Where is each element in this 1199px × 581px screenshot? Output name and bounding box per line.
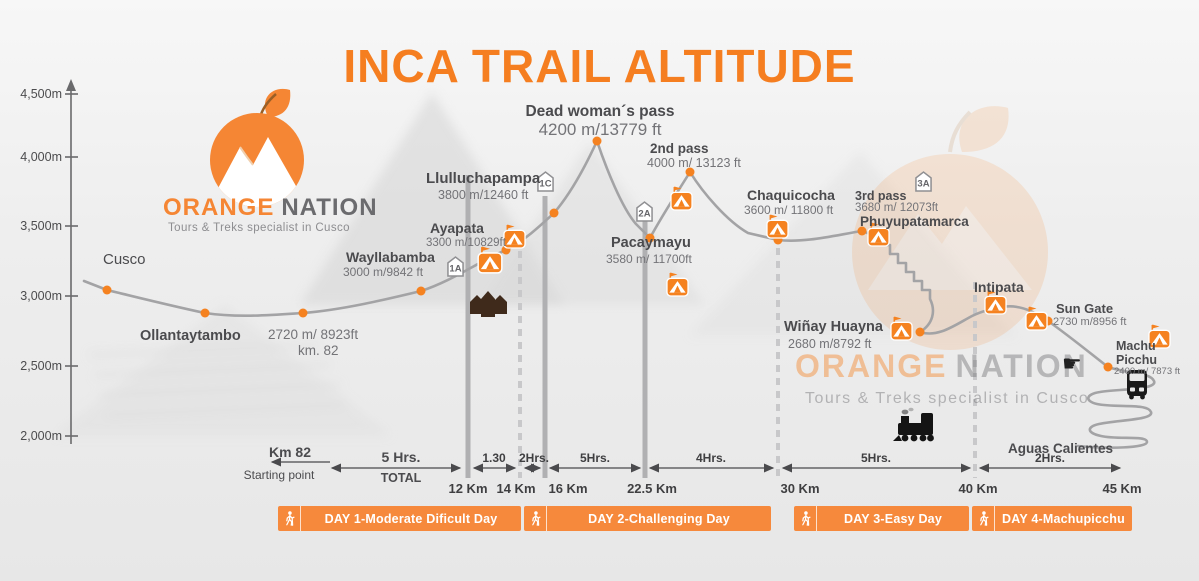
hiker-icon	[972, 506, 995, 531]
badge-1a: 1A	[449, 264, 461, 275]
duration-5hrs-b: 5Hrs.	[860, 451, 892, 465]
km-marker-12: 12 Km	[448, 481, 488, 496]
dead-womans-pass-altitude: 4200 m/13779 ft	[538, 120, 662, 139]
hiker-icon	[794, 506, 817, 531]
duration-5hrs-a: 5Hrs.	[579, 451, 611, 465]
day-3-label: DAY 3-Easy Day	[843, 511, 942, 526]
total-label: TOTAL	[380, 471, 422, 485]
tent-marker-icon	[1025, 306, 1048, 331]
logo-icon	[210, 88, 304, 207]
machu-picchu-altitude: 2400 m/ 7873 ft	[1114, 366, 1181, 377]
day-2-label: DAY 2-Challenging Day	[588, 511, 730, 526]
village-houses-icon	[470, 291, 507, 317]
km-marker-14: 14 Km	[496, 481, 536, 496]
logo-brand-gray: NATION	[281, 194, 378, 221]
km-marker-30: 30 Km	[780, 481, 820, 496]
day-2-bar: DAY 2-Challenging Day	[524, 506, 771, 531]
background-mountains	[55, 92, 1015, 435]
duration-4hrs: 4Hrs.	[695, 451, 727, 465]
waypoint-2nd-pass: 2nd pass	[650, 141, 709, 156]
waypoint-wayllabamba: Wayllabamba	[346, 249, 435, 265]
day-4-bar: DAY 4-Machupicchu	[972, 506, 1132, 531]
badge-1c: 1C	[539, 179, 551, 190]
day-3-bar: DAY 3-Easy Day	[794, 506, 969, 531]
km-marker-16: 16 Km	[548, 481, 588, 496]
ollantaytambo-altitude: 2720 m/ 8923ft	[268, 327, 359, 342]
waypoint-winay-huayna: Wiñay Huayna	[784, 319, 883, 335]
logo-brand-orange: ORANGE	[163, 194, 275, 221]
train-icon	[893, 407, 934, 442]
duration-arrows	[270, 457, 1122, 473]
axis-label-4500: 4,500m	[20, 87, 62, 101]
waypoint-ayapata: Ayapata	[430, 220, 484, 236]
section-divider-lines	[465, 175, 977, 478]
waypoint-machu-picchu: Machu Picchu	[1116, 339, 1157, 367]
day-4-label: DAY 4-Machupicchu	[1002, 511, 1125, 526]
waypoint-cusco: Cusco	[103, 251, 146, 268]
logo-brand-text: ORANGE NATION	[163, 194, 378, 222]
waypoint-aguas-calientes: Aguas Calientes	[1008, 441, 1114, 456]
tent-marker-icon	[670, 186, 693, 211]
waypoint-3rd-pass: 3rd pass	[855, 189, 907, 203]
day-1-label: DAY 1-Moderate Dificult Day	[324, 511, 498, 526]
pointing-hand-icon: ☛	[1062, 352, 1082, 377]
starting-point-label: Starting point	[243, 468, 315, 482]
km-marker-40: 40 Km	[958, 481, 998, 496]
waypoint-llulluchapampa: Llulluchapampa	[426, 170, 541, 187]
km-marker-22-5: 22.5 Km	[627, 481, 677, 496]
total-hours-label: 5 Hrs.	[381, 449, 421, 465]
y-axis	[65, 79, 78, 444]
ayapata-altitude: 3300 m/10829ft	[426, 237, 506, 249]
camp-code-badges: 1A 1C 2A 3A	[447, 171, 932, 277]
km82-label: Km 82	[268, 444, 312, 460]
waypoint-dead-womans-pass: Dead woman´s pass	[525, 103, 675, 120]
3rd-pass-altitude: 3680 m/ 12073ft	[855, 202, 939, 214]
watermark-subtitle: Tours & Treks specialist in Cusco	[805, 390, 1090, 407]
duration-2hrs-a: 2Hrs.	[518, 451, 550, 465]
watermark-brand-gray: NATION	[955, 348, 1088, 384]
waypoint-ollantaytambo: Ollantaytambo	[140, 328, 241, 344]
waypoint-pacaymayu: Pacaymayu	[611, 235, 691, 251]
duration-2hrs-b: 2Hrs.	[1034, 451, 1066, 465]
day-1-bar: DAY 1-Moderate Dificult Day	[278, 506, 521, 531]
waypoint-intipata: Intipata	[974, 279, 1024, 295]
km-marker-45: 45 Km	[1102, 481, 1142, 496]
page-title: INCA TRAIL ALTITUDE	[343, 40, 856, 92]
ollantaytambo-km: km. 82	[298, 343, 339, 358]
axis-label-3000: 3,000m	[20, 289, 62, 303]
hiker-icon	[524, 506, 547, 531]
waypoint-chaquicocha: Chaquicocha	[747, 187, 835, 203]
bus-icon	[1127, 370, 1147, 400]
tent-marker-icon	[766, 214, 789, 239]
hiker-icon	[278, 506, 301, 531]
pacaymayu-altitude: 3580 m/ 11700ft	[606, 252, 692, 266]
chaquicocha-altitude: 3600 m/ 11800 ft	[744, 203, 834, 217]
winay-huayna-altitude: 2680 m/8792 ft	[788, 337, 872, 351]
watermark-brand-orange: ORANGE	[795, 348, 948, 384]
logo-subtitle: Tours & Treks specialist in Cusco	[168, 222, 350, 234]
watermark-brand-text: ORANGE NATION	[795, 348, 1088, 385]
axis-label-2000: 2,000m	[20, 429, 62, 443]
wayllabamba-altitude: 3000 m/9842 ft	[343, 265, 424, 279]
badge-3a: 3A	[917, 179, 929, 190]
waypoint-sun-gate: Sun Gate	[1056, 301, 1114, 316]
llulluchapampa-altitude: 3800 m/12460 ft	[438, 188, 529, 202]
sun-gate-altitude: 2730 m/8956 ft	[1053, 316, 1127, 328]
axis-label-2500: 2,500m	[20, 359, 62, 373]
badge-2a: 2A	[638, 209, 650, 220]
duration-1-30: 1.30	[482, 451, 506, 465]
axis-label-3500: 3,500m	[20, 219, 62, 233]
axis-label-4000: 4,000m	[20, 150, 62, 164]
waypoint-phuyupatamarca: Phuyupatamarca	[860, 214, 969, 229]
2nd-pass-altitude: 4000 m/ 13123 ft	[647, 156, 741, 170]
